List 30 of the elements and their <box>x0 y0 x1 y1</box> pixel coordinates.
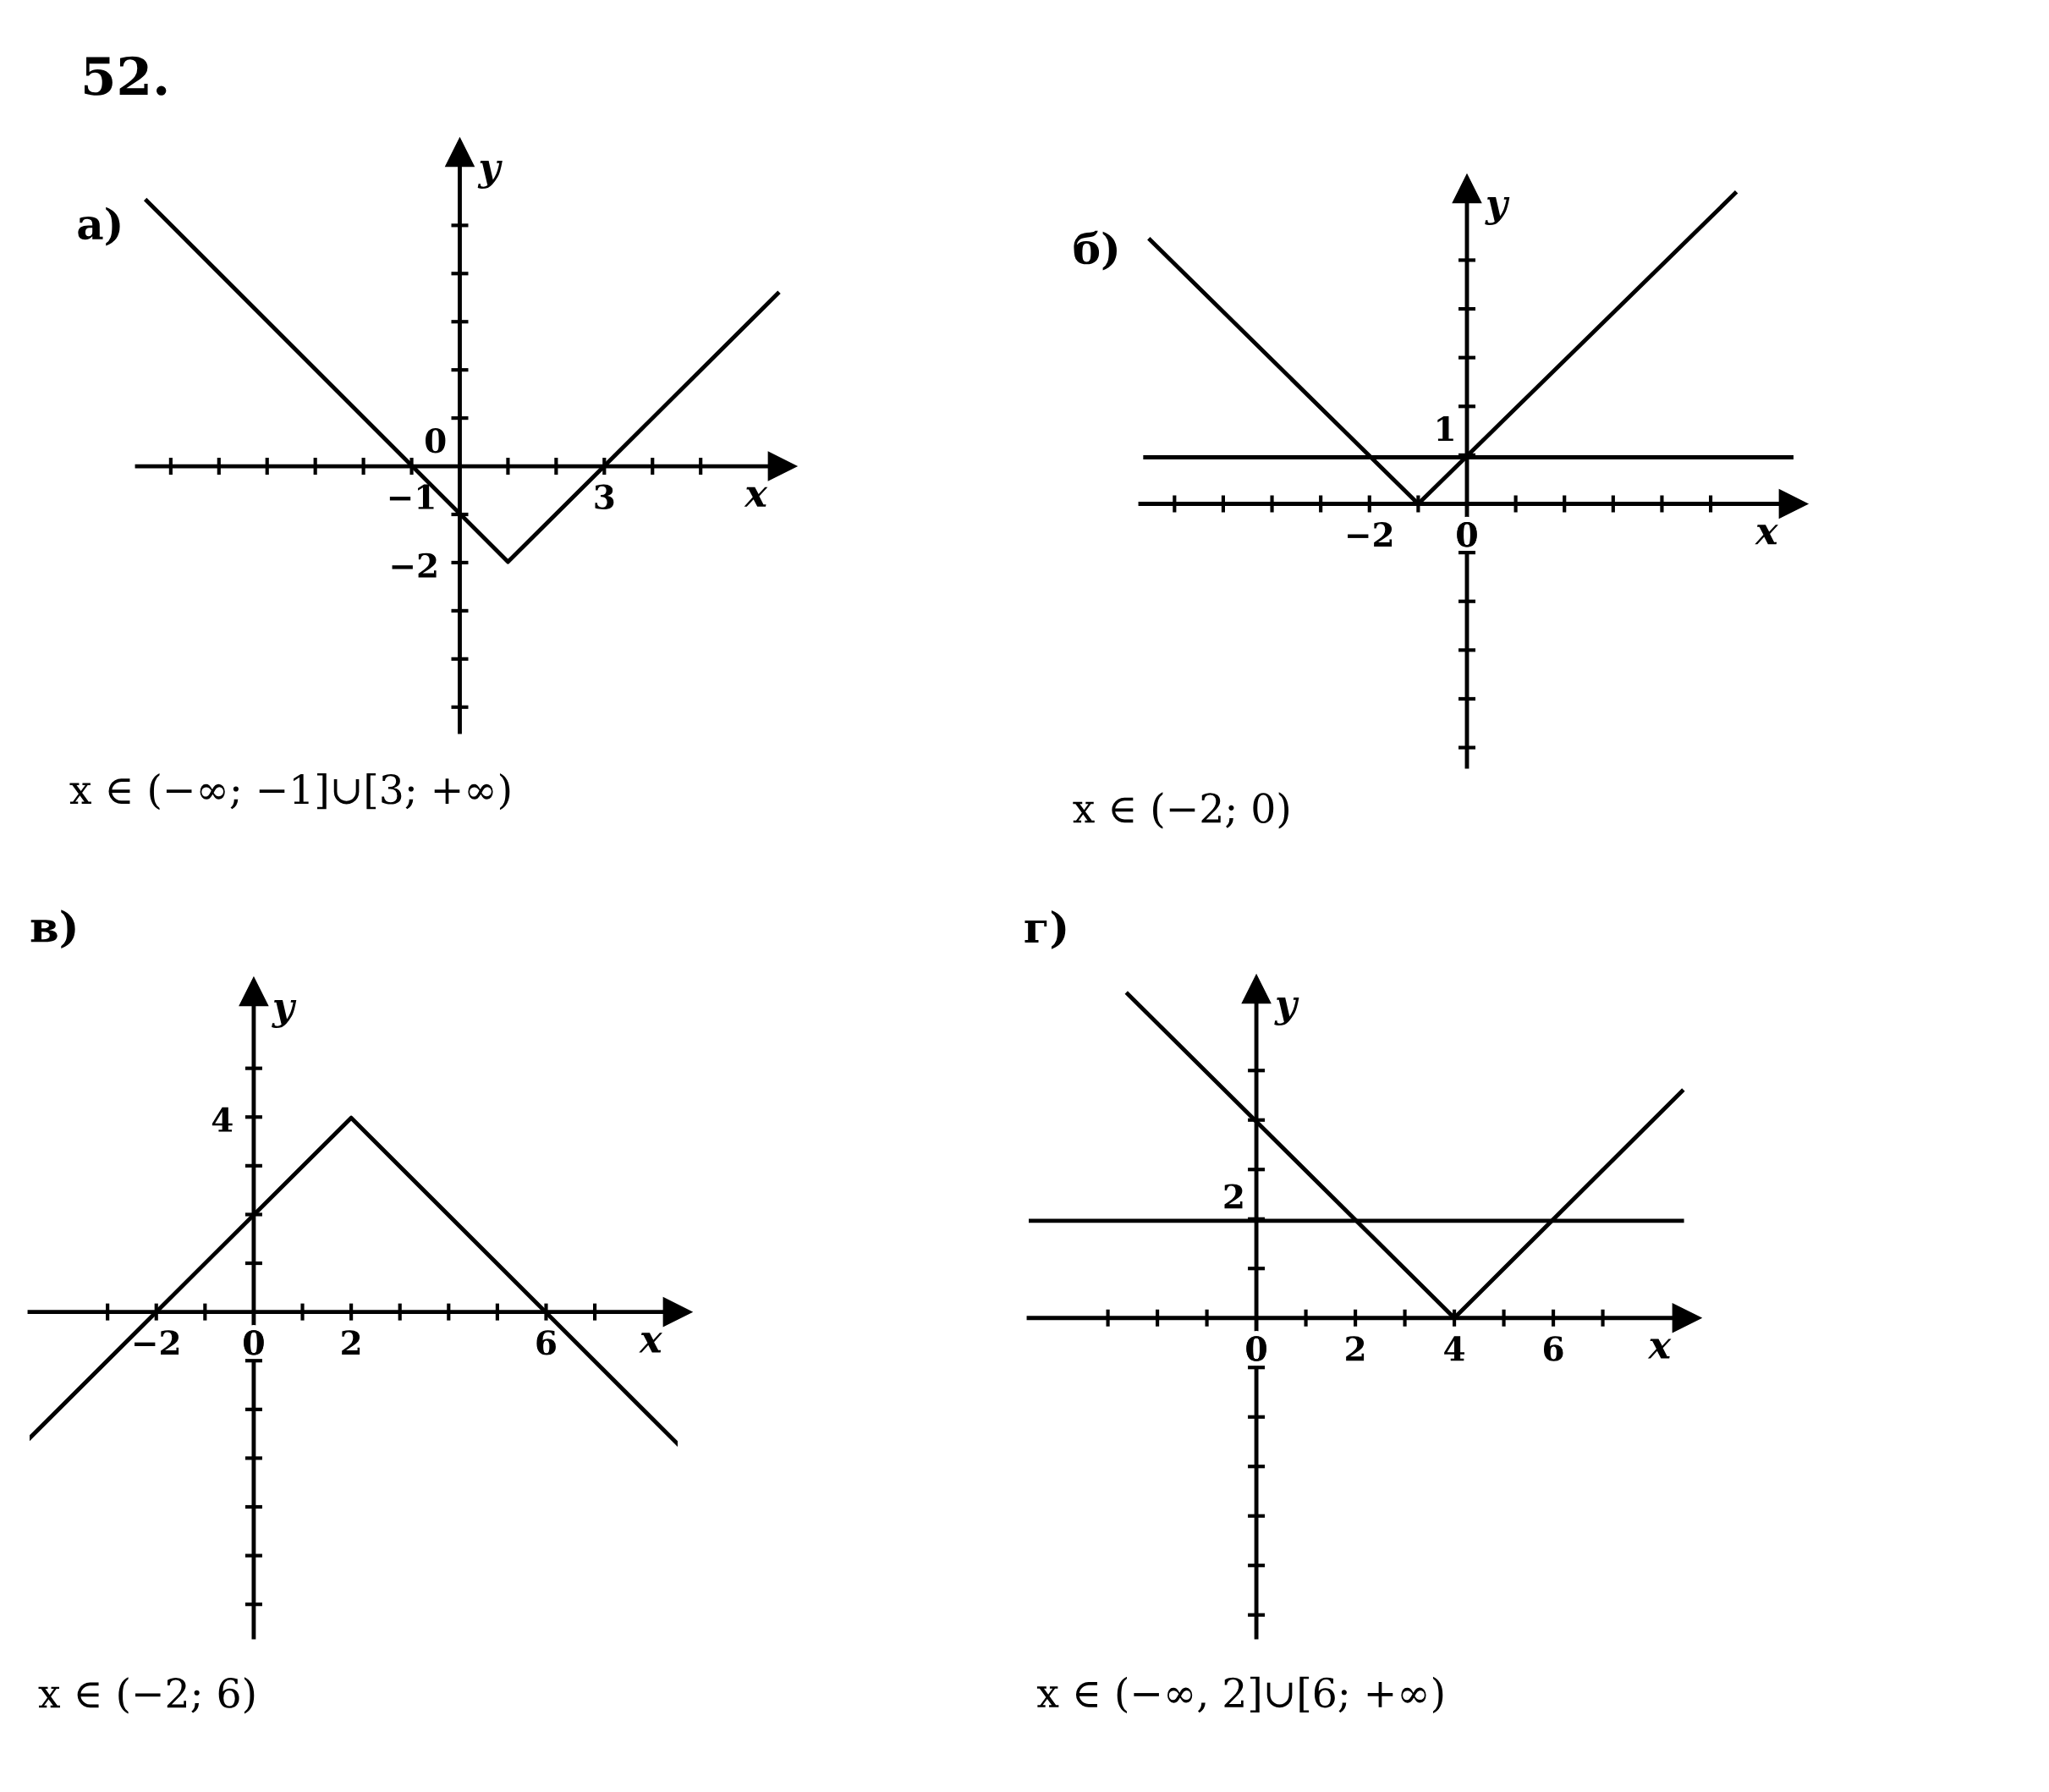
text: x ∈ (−2; 0) <box>1073 792 1289 829</box>
x-tick-label: 2 <box>342 1330 360 1355</box>
chart-title: в) <box>30 910 75 949</box>
y-axis-title: y <box>1274 998 1299 1026</box>
text: x ∈ (−∞, 2]∪[6; +∞) <box>1036 1676 1443 1714</box>
x-tick-label: 3 <box>595 484 614 509</box>
x-tick-label: 6 <box>536 1330 556 1355</box>
chart-title: а) <box>78 206 120 246</box>
y-axis-title: y <box>477 161 503 190</box>
text: x ∈ (−∞; −1]∪[3; +∞) <box>69 773 510 811</box>
x-axis-title: x <box>744 486 768 507</box>
x-tick-label: 6 <box>1543 1336 1563 1361</box>
x-tick-label: −1 <box>389 484 434 509</box>
text: б) <box>1074 230 1117 271</box>
annotation: 2 <box>1224 1184 1243 1209</box>
y-axis-title: y <box>272 1000 297 1029</box>
x-axis-title: x <box>1647 1339 1672 1359</box>
x-axis-title: x <box>1755 525 1778 545</box>
text: x ∈ (−2; 6) <box>38 1677 255 1714</box>
x-tick-label: 2 <box>1346 1336 1365 1361</box>
annotation: 0 <box>426 428 446 453</box>
y-axis-title: y <box>1485 197 1510 226</box>
x-tick-label: 4 <box>1444 1336 1464 1361</box>
x-axis-title: x <box>639 1333 662 1353</box>
chart-title: г) <box>1024 910 1066 949</box>
text: 52. <box>85 56 167 96</box>
annotation: 4 <box>211 1107 233 1132</box>
annotation: 1 <box>1437 416 1453 441</box>
x-tick-label: −2 <box>135 1330 179 1355</box>
annotation: −2 <box>392 552 437 578</box>
